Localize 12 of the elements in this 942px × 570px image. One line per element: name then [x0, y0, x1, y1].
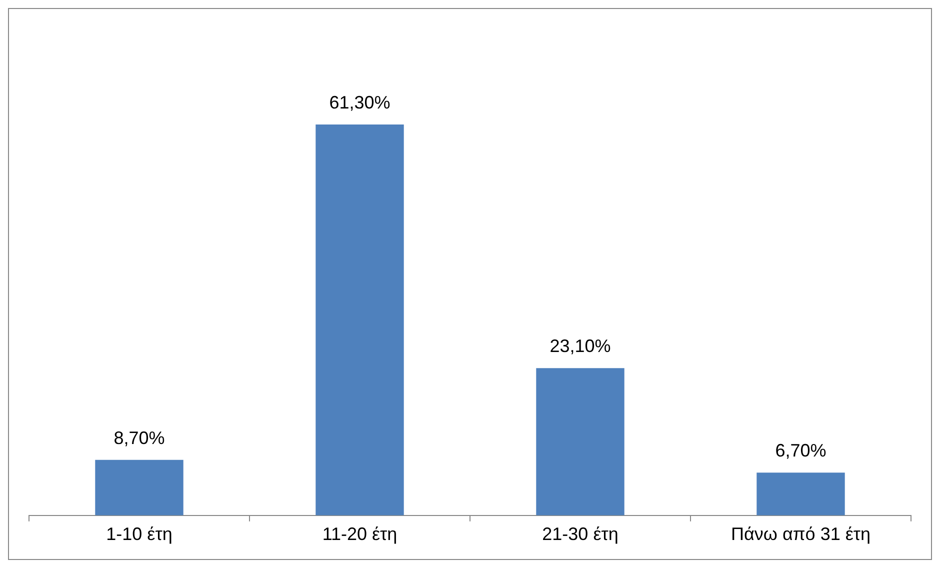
x-tick-label: Πάνω από 31 έτη — [731, 524, 870, 544]
data-label: 6,70% — [775, 440, 826, 461]
x-tick-label: 1-10 έτη — [106, 524, 172, 544]
bar — [316, 124, 404, 516]
bar — [95, 460, 184, 516]
x-tick-label: 21-30 έτη — [542, 524, 618, 544]
data-label: 23,10% — [550, 336, 611, 356]
data-label: 61,30% — [329, 92, 390, 112]
bar — [756, 472, 845, 516]
bar — [536, 368, 624, 516]
x-tick-label: 11-20 έτη — [322, 524, 398, 544]
data-label: 8,70% — [114, 428, 165, 448]
